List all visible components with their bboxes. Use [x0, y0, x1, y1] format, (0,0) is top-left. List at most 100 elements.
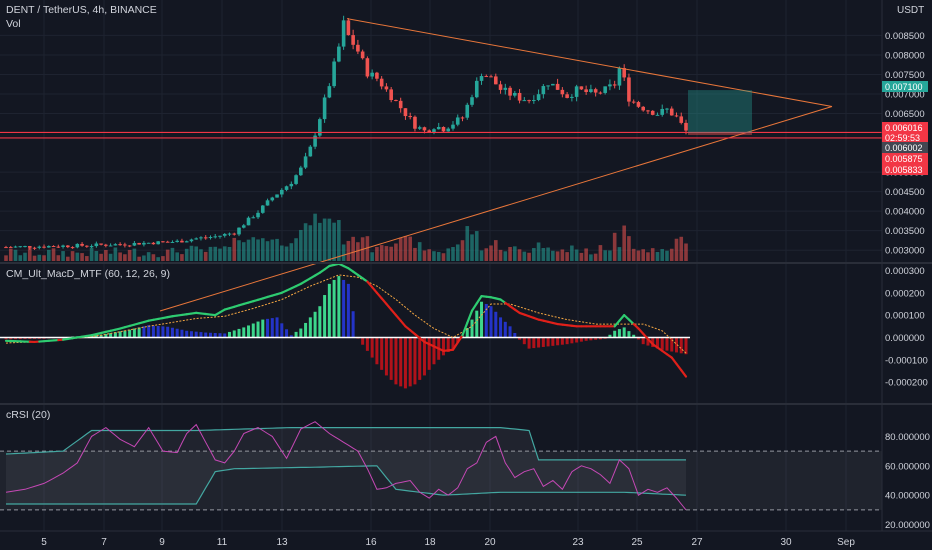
volume-bar	[617, 247, 622, 261]
macd-tick-label: 0.000200	[885, 288, 925, 299]
macd-axis[interactable]: 0.000300 0.000200 0.000100 0.000000 -0.00010…	[885, 266, 928, 389]
candle-body	[408, 116, 412, 118]
volume-bar	[436, 251, 441, 261]
volume-bar	[170, 247, 175, 261]
price-pane[interactable]	[0, 15, 882, 312]
macd-hist-bar	[541, 337, 545, 347]
price-axis[interactable]: 0.008500 0.008000 0.007500 0.007000 0.006500…	[882, 31, 928, 257]
volume-bar	[32, 255, 37, 261]
price-tick-label: 0.004000	[885, 207, 925, 218]
macd-hist-bar	[480, 301, 484, 338]
macd-tick-label: 0.000300	[885, 266, 925, 277]
price-tick-label: 0.004500	[885, 187, 925, 198]
candle-body	[503, 87, 508, 90]
macd-hist-bar	[499, 317, 503, 338]
time-tick-label: 27	[691, 537, 703, 548]
volume-bar	[104, 250, 108, 261]
price-label-bg	[882, 164, 928, 175]
candle-body	[360, 51, 365, 59]
crsi-pane[interactable]	[0, 421, 882, 511]
volume-bar	[42, 255, 46, 261]
macd-line-segment	[380, 297, 388, 306]
volume-bar	[470, 234, 474, 261]
volume-bar	[80, 253, 84, 261]
macd-hist-bar	[389, 337, 393, 380]
macd-hist-bar	[227, 331, 231, 338]
macd-indicator-label[interactable]: CM_Ult_MacD_MTF (60, 12, 26, 9)	[6, 268, 170, 280]
macd-hist-bar	[351, 311, 355, 338]
macd-hist-bar	[318, 306, 322, 338]
crsi-axis[interactable]: 80.000000 60.000000 40.000000 20.000000	[885, 432, 930, 531]
macd-hist-bar	[646, 337, 650, 346]
macd-hist-bar	[242, 327, 246, 338]
volume-bar	[265, 241, 270, 261]
volume-bar	[465, 226, 470, 261]
macd-hist-bar	[308, 317, 312, 338]
candle-body	[318, 119, 322, 136]
price-tick-label: 0.008000	[885, 50, 925, 61]
symbol-title[interactable]: DENT / TetherUS, 4h, BINANCE	[6, 4, 157, 16]
candle-body	[441, 126, 446, 132]
volume-bar	[218, 248, 222, 261]
macd-hist-bar	[361, 337, 365, 345]
volume-bar	[51, 248, 56, 261]
volume-bar	[13, 249, 18, 261]
volume-bar	[66, 256, 70, 261]
candle-body	[99, 243, 103, 245]
candle-body	[56, 246, 61, 248]
price-tick-label: 0.008500	[885, 31, 925, 42]
macd-hist-bar	[261, 319, 265, 338]
volume-bar	[427, 249, 432, 261]
volume-bar	[237, 240, 241, 261]
time-tick-label: 13	[276, 537, 288, 548]
price-label: 0.005875	[885, 154, 923, 164]
macd-hist-bar	[413, 337, 417, 385]
volume-bar	[94, 250, 99, 261]
macd-hist-bar	[632, 334, 636, 338]
drawings[interactable]	[0, 18, 882, 312]
volume-bar	[99, 253, 103, 261]
candle-body	[175, 240, 179, 242]
candle-body	[123, 244, 127, 246]
volume-bar	[294, 238, 298, 261]
candle-body	[284, 186, 289, 190]
macd-line-segment	[371, 286, 379, 294]
volume-bar	[165, 249, 170, 261]
volume-bar	[446, 248, 451, 261]
macd-lines	[4, 262, 688, 378]
currency-label[interactable]: USDT	[897, 5, 924, 16]
candle-body	[127, 245, 132, 247]
volume-bar	[398, 237, 403, 261]
price-tick-label: 0.003000	[885, 246, 925, 257]
time-axis[interactable]: 5 7 9 11 13 16 18 20 23 25 27 30 Sep	[41, 537, 855, 548]
candle-body	[532, 99, 536, 101]
macd-hist-bar	[289, 335, 293, 338]
macd-line-segment	[475, 295, 483, 305]
volume-bar	[413, 247, 417, 261]
macd-hist-bar	[4, 337, 8, 340]
crsi-line	[5, 421, 687, 511]
candle-body	[208, 237, 213, 239]
crsi-indicator-label[interactable]: cRSI (20)	[6, 409, 50, 421]
macd-hist-bar	[375, 337, 379, 365]
candle-body	[275, 194, 279, 198]
volume-bar	[527, 252, 531, 261]
candle-body	[37, 246, 42, 248]
volume-bars	[4, 213, 688, 261]
volume-bar	[203, 251, 208, 261]
candle-body	[432, 129, 436, 133]
volume-bar	[161, 256, 165, 261]
volume-bar	[660, 249, 665, 261]
candle-body	[156, 241, 160, 245]
price-label: 0.006002	[885, 143, 923, 153]
candle-body	[280, 189, 284, 195]
volume-bar	[61, 251, 65, 261]
macd-hist-bar	[551, 337, 555, 346]
macd-pane[interactable]	[0, 262, 690, 389]
macd-hist-bar	[199, 332, 203, 338]
candle-body	[489, 76, 493, 78]
macd-hist-bar	[399, 337, 403, 387]
candle-body	[522, 100, 527, 102]
candle-body	[184, 241, 189, 243]
volume-label[interactable]: Vol	[6, 18, 21, 30]
